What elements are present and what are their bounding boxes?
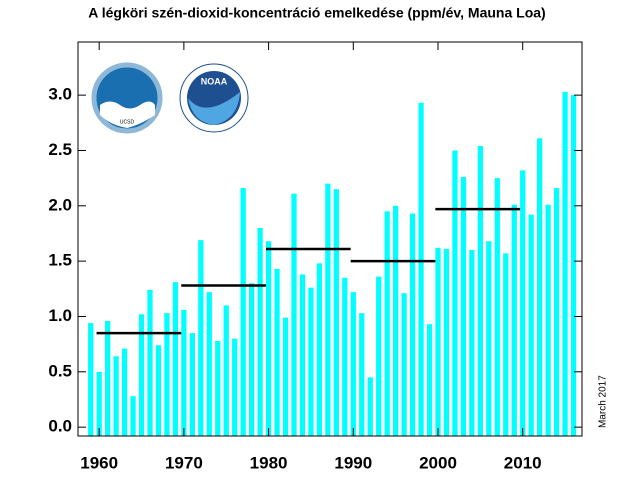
bar — [537, 138, 543, 437]
bar — [240, 188, 246, 436]
plot-frame — [77, 41, 583, 437]
bar — [88, 323, 94, 436]
bar — [359, 313, 365, 436]
bar — [426, 324, 433, 436]
y-tick-label: 0.0 — [48, 417, 72, 436]
bar — [452, 150, 458, 436]
bar — [291, 193, 297, 436]
bar — [435, 247, 441, 436]
bar — [130, 396, 136, 436]
bar — [460, 177, 467, 437]
bar — [418, 102, 424, 436]
bar — [384, 211, 390, 436]
bar — [181, 309, 187, 436]
bar — [350, 292, 356, 436]
bar — [282, 317, 289, 436]
bar — [138, 314, 145, 436]
chart-title: A légköri szén-dioxid-koncentráció emelk… — [88, 5, 545, 21]
y-tick-label: 2.0 — [48, 195, 72, 214]
bar — [333, 189, 339, 436]
bar — [520, 170, 526, 436]
bar — [545, 204, 551, 436]
bar — [299, 274, 306, 436]
bar — [494, 178, 500, 436]
bar — [105, 320, 111, 436]
bar — [121, 348, 128, 436]
bar — [198, 240, 204, 436]
x-tick-label: 1990 — [334, 453, 372, 472]
bar — [570, 95, 577, 436]
x-tick-label: 2000 — [419, 453, 457, 472]
bar — [469, 250, 475, 436]
y-tick-label: 1.0 — [48, 306, 72, 325]
bar — [401, 293, 407, 436]
bar — [477, 146, 483, 437]
logo-wave — [100, 101, 155, 128]
noaa-bird — [188, 92, 240, 125]
bar — [503, 253, 509, 436]
bar — [511, 204, 517, 436]
y-tick-label: 0.5 — [48, 361, 72, 380]
bar — [325, 183, 331, 436]
bar — [367, 377, 373, 436]
bar — [147, 289, 153, 436]
y-tick-label: 1.5 — [48, 251, 72, 270]
bar — [342, 277, 348, 436]
bar — [215, 340, 221, 436]
annotation: March 2017 — [598, 375, 609, 428]
x-tick-label: 1960 — [80, 453, 118, 472]
logos: UCSD NOAA — [91, 62, 249, 134]
bar — [553, 188, 560, 436]
bar — [316, 263, 323, 436]
bar — [232, 338, 238, 436]
bar — [206, 292, 212, 436]
x-tick-label: 1980 — [250, 453, 288, 472]
bar — [528, 214, 534, 436]
bar — [257, 227, 263, 436]
bar — [223, 305, 229, 436]
bar — [376, 276, 382, 436]
x-tick-label: 2010 — [504, 453, 542, 472]
logo-text: UCSD — [120, 119, 135, 125]
bar — [562, 91, 568, 436]
bar — [164, 313, 170, 436]
bar — [96, 371, 102, 436]
bar — [274, 268, 280, 436]
bar — [393, 205, 399, 436]
bar — [265, 241, 272, 436]
bar — [409, 213, 416, 436]
y-tick-label: 2.5 — [48, 140, 72, 159]
bar — [249, 283, 255, 436]
bar — [308, 287, 314, 436]
bar — [189, 333, 195, 436]
bar — [443, 248, 450, 436]
logo-text: NOAA — [201, 76, 228, 86]
y-tick-label: 3.0 — [48, 85, 72, 104]
x-tick-label: 1970 — [165, 453, 203, 472]
bar — [155, 345, 162, 436]
bar — [172, 282, 179, 436]
bar — [486, 241, 492, 436]
bar — [113, 356, 119, 436]
